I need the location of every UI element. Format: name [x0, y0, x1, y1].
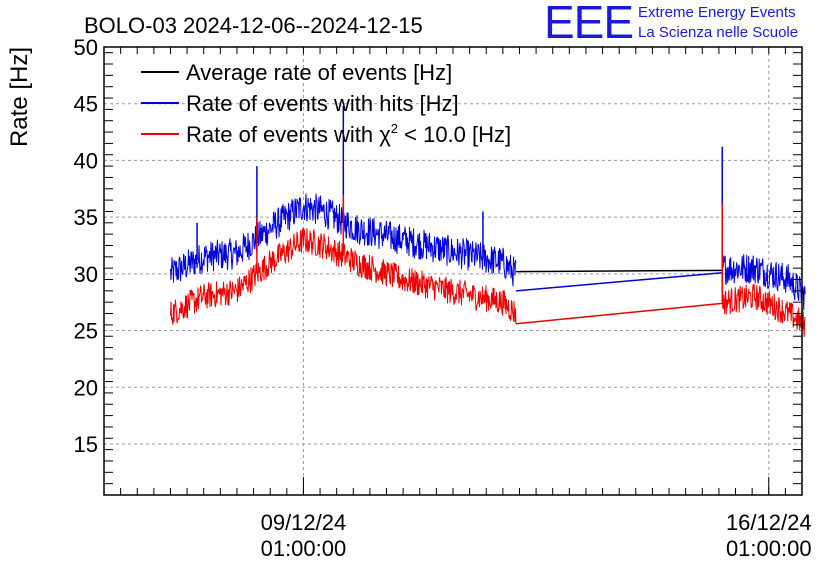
axes: [103, 46, 803, 496]
grid: [104, 47, 802, 495]
series-gap-line: [516, 302, 723, 325]
legend-label-avg: Average rate of events [Hz]: [186, 60, 452, 85]
series-0: [516, 269, 723, 273]
legend-chi2-symbol: χ: [379, 122, 391, 147]
y-tick-label: 35: [74, 205, 98, 230]
legend-chi2-prefix: Rate of events with: [186, 122, 379, 147]
plot-frame: [103, 46, 803, 496]
y-tick-label: 50: [74, 35, 98, 60]
chart-title: BOLO-03 2024-12-06--2024-12-15: [84, 13, 423, 38]
y-tick-label: 45: [74, 92, 98, 117]
series-segment: [721, 254, 806, 311]
y-tick-label: 15: [74, 432, 98, 457]
y-tick-label: 25: [74, 319, 98, 344]
legend-label-chi2: Rate of events with χ2 < 10.0 [Hz]: [186, 121, 511, 147]
series-segment: [721, 284, 806, 337]
logo-line-2: La Scienza nelle Scuole: [638, 24, 799, 41]
x-tick-date: 09/12/24: [261, 510, 347, 535]
series-2: [170, 194, 806, 337]
data-series: [170, 105, 806, 337]
series-gap-line: [516, 271, 723, 292]
y-tick-label: 20: [74, 375, 98, 400]
x-tick-date: 16/12/24: [726, 510, 812, 535]
x-tick-time: 01:00:00: [261, 536, 347, 561]
legend: Average rate of events [Hz] Rate of even…: [141, 60, 511, 147]
x-tick-time: 01:00:00: [726, 536, 812, 561]
legend-chi2-exponent: 2: [391, 121, 398, 136]
eee-logo-caption: Extreme Energy Events La Scienza nelle S…: [638, 3, 798, 43]
series-line: [516, 269, 723, 273]
legend-chi2-suffix: < 10.0 [Hz]: [398, 122, 511, 147]
y-axis-label: Rate [Hz]: [6, 47, 33, 147]
legend-label-hits: Rate of events with hits [Hz]: [186, 91, 459, 116]
eee-logo: EEE: [544, 0, 634, 48]
y-tick-label: 30: [74, 262, 98, 287]
y-tick-label: 40: [74, 148, 98, 173]
tick-labels: 152025303540455009/12/2401:00:0016/12/24…: [74, 35, 812, 561]
logo-line-1: Extreme Energy Events: [638, 4, 796, 21]
